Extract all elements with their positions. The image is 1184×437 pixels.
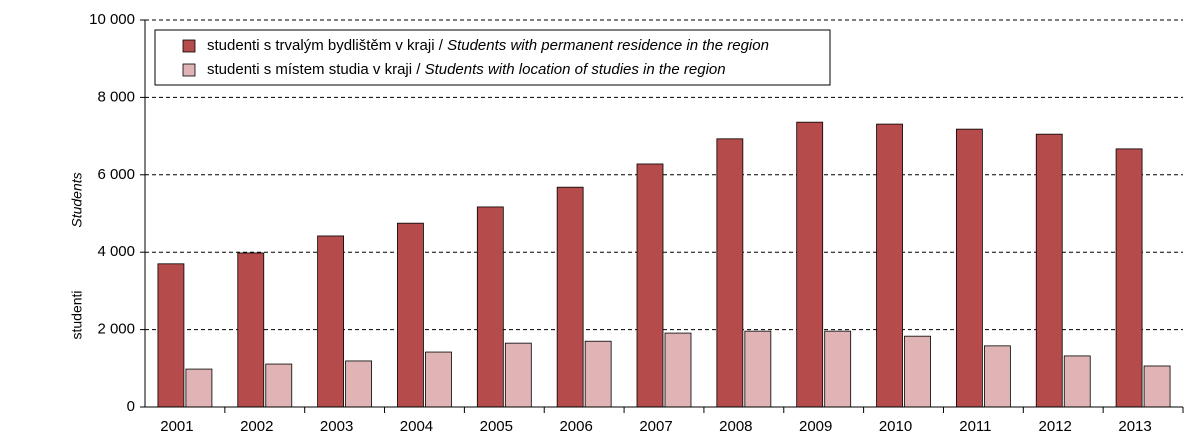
- bar: [504, 342, 532, 408]
- x-tick-label: 2004: [400, 418, 433, 435]
- x-tick-label: 2007: [639, 418, 672, 435]
- y-tick-label: 8 000: [97, 88, 135, 105]
- bar: [744, 330, 772, 408]
- x-tick-label: 2009: [799, 418, 832, 435]
- legend-swatch: [182, 39, 196, 53]
- bar: [237, 252, 265, 408]
- legend-label: studenti s místem studia v kraji / Stude…: [207, 61, 726, 78]
- y-axis-label: studenti: [69, 290, 85, 339]
- bar: [1035, 133, 1063, 408]
- bar: [584, 340, 612, 408]
- bar: [904, 335, 931, 408]
- bar: [636, 163, 664, 408]
- x-tick-label: 2010: [879, 418, 912, 435]
- x-tick-label: 2005: [480, 418, 513, 435]
- bar: [664, 332, 692, 408]
- x-tick-label: 2011: [959, 418, 991, 435]
- bar: [955, 128, 983, 408]
- y-tick-label: 0: [127, 398, 135, 415]
- bar: [425, 351, 452, 408]
- x-tick-label: 2001: [160, 418, 193, 435]
- bar: [824, 330, 852, 408]
- x-tick-label: 2013: [1118, 418, 1151, 435]
- x-tick-label: 2002: [240, 418, 273, 435]
- y-axis-label-en: Students: [69, 172, 85, 227]
- bar: [1143, 365, 1171, 408]
- y-tick-label: 4 000: [97, 243, 135, 260]
- bar: [345, 360, 373, 408]
- bar: [476, 206, 504, 408]
- bar: [185, 368, 213, 408]
- bar: [1115, 148, 1143, 408]
- legend-swatch: [182, 63, 196, 77]
- bar: [1063, 355, 1091, 408]
- y-tick-label: 2 000: [97, 321, 135, 338]
- x-tick-label: 2008: [719, 418, 752, 435]
- x-tick-label: 2006: [559, 418, 592, 435]
- bar: [716, 138, 744, 408]
- bar: [317, 235, 345, 408]
- legend: studenti s trvalým bydlištěm v kraji / S…: [154, 29, 831, 86]
- x-tick-label: 2012: [1039, 418, 1072, 435]
- x-tick-label: 2003: [320, 418, 353, 435]
- bar: [265, 363, 293, 408]
- bar: [397, 222, 424, 408]
- y-tick-label: 6 000: [97, 166, 135, 183]
- bar: [796, 121, 824, 408]
- y-tick-label: 10 000: [89, 11, 135, 28]
- bar: [983, 345, 1011, 408]
- bar: [876, 123, 903, 408]
- legend-label: studenti s trvalým bydlištěm v kraji / S…: [207, 37, 769, 54]
- bar: [157, 263, 185, 408]
- legend-box: [154, 29, 831, 86]
- bar: [556, 186, 584, 408]
